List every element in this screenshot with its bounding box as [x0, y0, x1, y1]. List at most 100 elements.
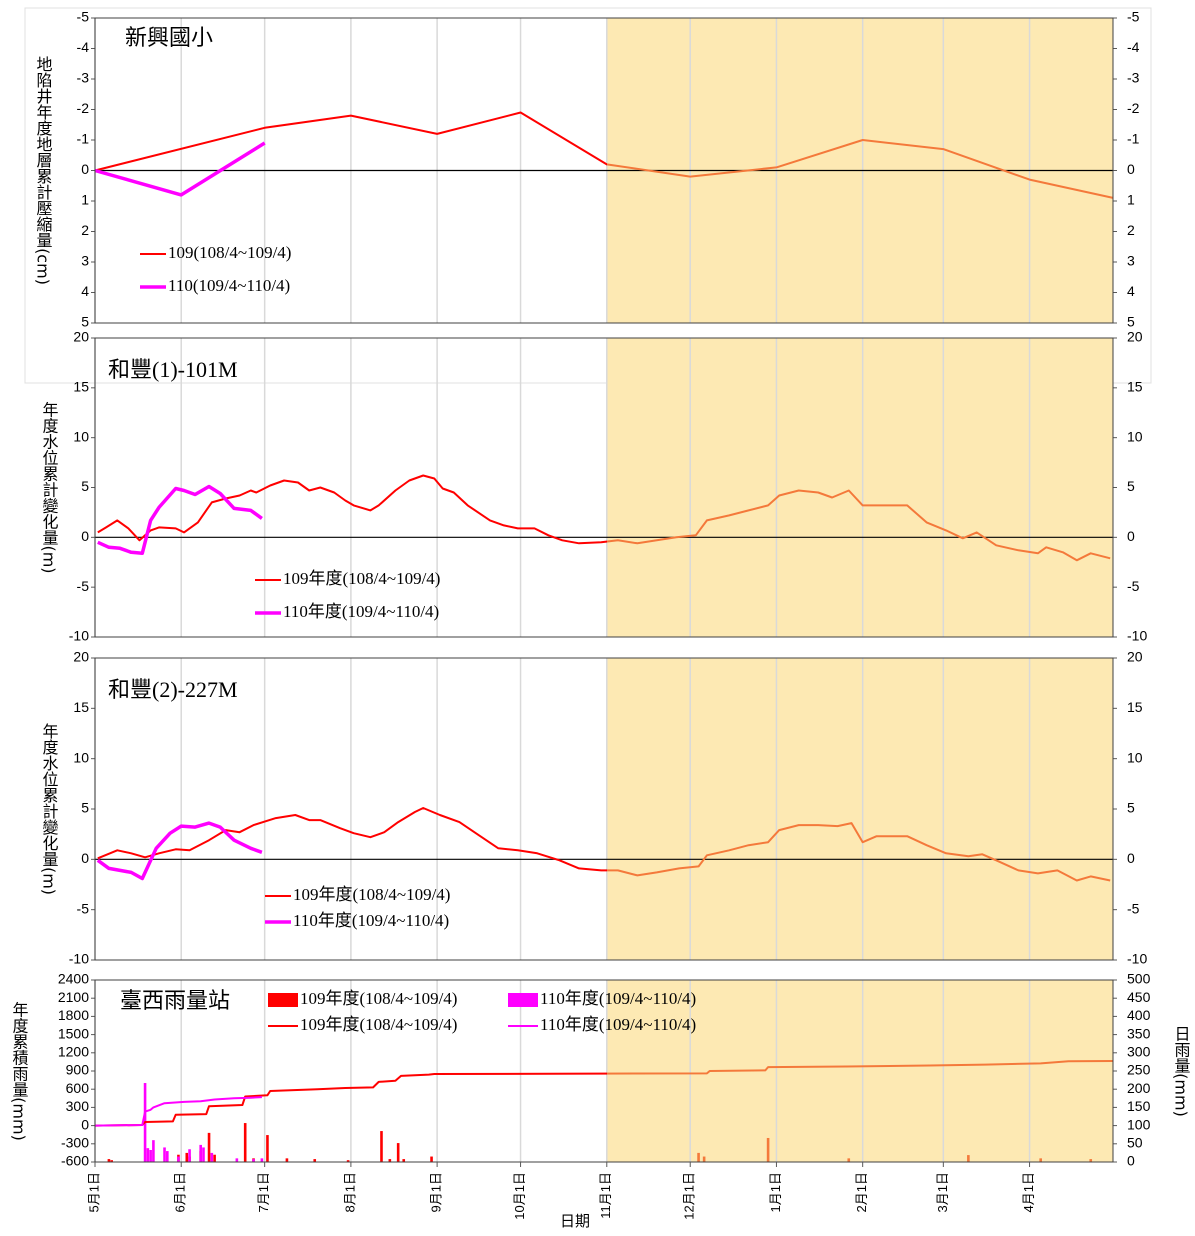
highlight-band: [606, 980, 1113, 1162]
bar: [346, 1160, 350, 1162]
bar: [213, 1154, 216, 1162]
panel-title: 和豐(2)-227M: [108, 677, 238, 702]
y-tick-label: -600: [61, 1153, 89, 1169]
bar: [202, 1147, 205, 1162]
y-tick-label: 5: [81, 314, 89, 330]
bar: [177, 1156, 180, 1162]
y2-tick-label: 4: [1127, 283, 1135, 299]
y2-tick-label: 1: [1127, 192, 1135, 208]
y-tick-label: 5: [81, 800, 89, 816]
plot-frame: [94, 17, 1114, 324]
y-tick-label: -3: [77, 70, 90, 86]
y2-tick-label: -3: [1127, 70, 1140, 86]
y2-tick-label: 400: [1127, 1007, 1151, 1023]
bar: [252, 1159, 255, 1162]
series-line: [97, 484, 263, 556]
bar: [380, 1131, 383, 1162]
x-tick-label: 6月1日: [173, 1172, 188, 1212]
y-tick-label: -10: [69, 951, 89, 967]
panel-title: 臺西雨量站: [120, 988, 230, 1013]
y2-tick-label: 10: [1127, 428, 1143, 444]
y2-tick-label: -2: [1127, 100, 1140, 116]
y-tick-label: -10: [69, 628, 89, 644]
y-tick-label: 15: [73, 699, 89, 715]
y2-tick-label: 250: [1127, 1062, 1151, 1078]
y2-tick-label: 500: [1127, 971, 1151, 987]
panel-title: 新興國小: [125, 25, 213, 50]
bar: [702, 1156, 706, 1162]
y-tick-label: -5: [77, 578, 90, 594]
legend-label: 110年度(109/4~110/4): [283, 602, 439, 621]
bar: [967, 1155, 970, 1162]
y-tick-label: 2: [81, 222, 89, 238]
y-tick-label: 2400: [58, 971, 89, 987]
panel-frame: [24, 7, 1152, 384]
y-axis-label: 地陷井年度地層累計壓縮量(cm): [34, 56, 53, 285]
bar: [235, 1158, 239, 1162]
bar: [285, 1158, 289, 1162]
y2-tick-label: 0: [1127, 161, 1135, 177]
series-line: [94, 141, 266, 197]
y-axis-label: 年度水位累計變化量(m): [40, 723, 59, 895]
bar: [185, 1152, 189, 1162]
legend-label: 109年度(108/4~109/4): [300, 989, 457, 1008]
y2-tick-label: -5: [1127, 9, 1140, 25]
y2-tick-label: 450: [1127, 989, 1151, 1005]
y2-tick-label: 5: [1127, 314, 1135, 330]
legend-label: 109年度(108/4~109/4): [293, 885, 450, 904]
legend-label: 110年度(109/4~110/4): [540, 989, 696, 1008]
bar: [313, 1159, 317, 1162]
y2-tick-label: 50: [1127, 1135, 1143, 1151]
y2-tick-label: -1: [1127, 131, 1140, 147]
legend-label: 110年度(109/4~110/4): [293, 911, 449, 930]
legend-label: 110年度(109/4~110/4): [540, 1015, 696, 1034]
y2-tick-label: 15: [1127, 379, 1143, 395]
x-tick-label: 3月1日: [935, 1172, 950, 1212]
y2-tick-label: 0: [1127, 850, 1135, 866]
y-tick-label: 20: [73, 329, 89, 345]
y-tick-label: -5: [77, 900, 90, 916]
panel-title: 和豐(1)-101M: [108, 357, 238, 382]
x-tick-label: 11月1日: [598, 1172, 613, 1219]
series-line: [97, 807, 1111, 882]
y-tick-label: 5: [81, 478, 89, 494]
bar: [210, 1152, 214, 1162]
y2-tick-label: 5: [1127, 800, 1135, 816]
bar: [146, 1148, 150, 1162]
x-axis-label: 日期: [560, 1213, 590, 1230]
y-tick-label: -5: [77, 9, 90, 25]
y-tick-label: 4: [81, 283, 89, 299]
y2-tick-label: 200: [1127, 1080, 1151, 1096]
y-tick-label: 10: [73, 749, 89, 765]
y-tick-label: 900: [66, 1062, 90, 1078]
x-tick-label: 2月1日: [854, 1172, 869, 1212]
plot-frame: [94, 657, 1114, 961]
y-tick-label: -4: [77, 39, 90, 55]
y2-tick-label: 150: [1127, 1098, 1151, 1114]
bar: [166, 1151, 169, 1162]
x-tick-label: 9月1日: [429, 1172, 444, 1212]
bar: [207, 1132, 211, 1162]
y2-axis-label: 日雨量(mm): [1172, 1025, 1191, 1117]
legend-label: 110(109/4~110/4): [168, 276, 290, 295]
y-tick-label: 1500: [58, 1025, 89, 1041]
legend-swatch: [508, 993, 538, 1007]
y2-tick-label: 2: [1127, 222, 1135, 238]
x-tick-label: 5月1日: [86, 1172, 101, 1212]
x-tick-label: 12月1日: [682, 1172, 697, 1220]
highlight-band: [606, 338, 1113, 637]
y2-tick-label: 0: [1127, 1153, 1135, 1169]
y-tick-label: 0: [81, 1116, 89, 1132]
series-line: [94, 1060, 1114, 1127]
bar: [163, 1147, 166, 1162]
bar: [243, 1123, 247, 1162]
bar: [260, 1158, 264, 1162]
bar: [697, 1152, 700, 1162]
y2-tick-label: 0: [1127, 528, 1135, 544]
bar: [766, 1137, 770, 1162]
y-tick-label: 1: [81, 192, 89, 208]
x-tick-label: 10月1日: [512, 1172, 527, 1220]
y2-tick-label: 350: [1127, 1025, 1151, 1041]
legend-label: 109年度(108/4~109/4): [300, 1015, 457, 1034]
